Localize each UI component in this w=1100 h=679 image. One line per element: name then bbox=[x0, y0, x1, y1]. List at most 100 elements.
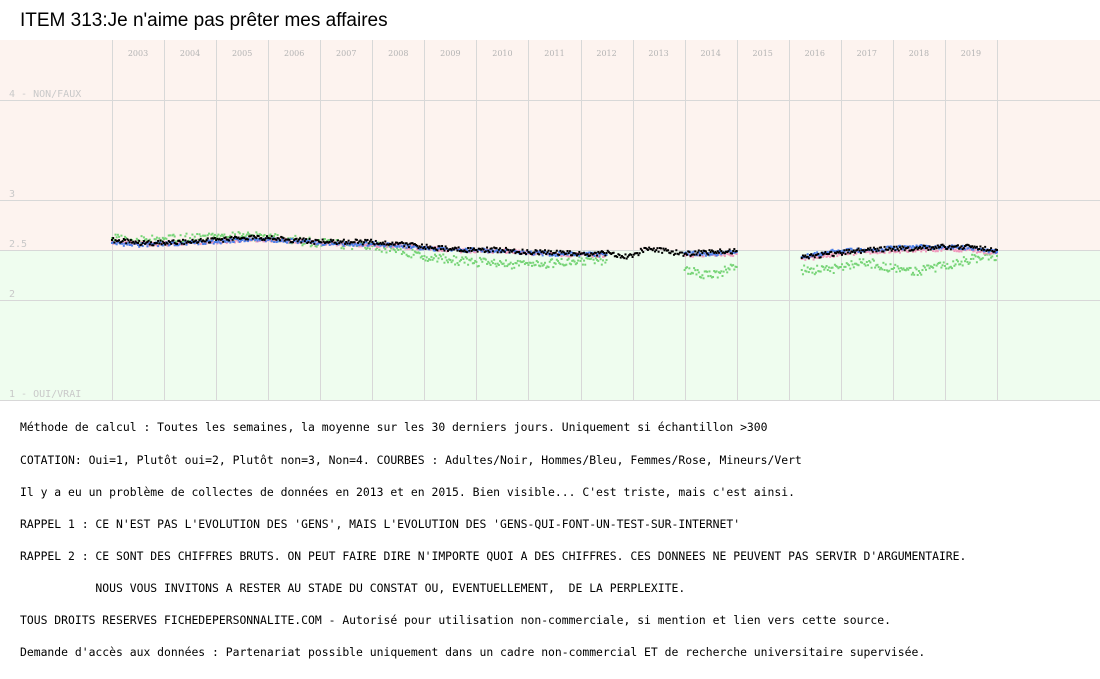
data-point-adultes bbox=[481, 247, 484, 250]
data-point-adultes bbox=[338, 242, 341, 245]
data-point-femmes bbox=[848, 252, 851, 255]
data-point-mineurs bbox=[473, 262, 476, 265]
data-point-adultes bbox=[286, 238, 289, 241]
data-point-femmes bbox=[404, 246, 407, 249]
data-point-femmes bbox=[551, 252, 554, 255]
data-point-hommes bbox=[560, 252, 563, 255]
data-point-adultes bbox=[901, 245, 904, 248]
data-point-mineurs bbox=[701, 274, 704, 277]
data-point-adultes bbox=[605, 252, 608, 254]
data-point-mineurs bbox=[538, 264, 541, 267]
data-point-adultes bbox=[888, 246, 891, 249]
data-point-femmes bbox=[546, 253, 549, 256]
data-point-hommes bbox=[185, 243, 188, 246]
data-point-adultes bbox=[439, 248, 442, 251]
data-point-hommes bbox=[328, 243, 331, 246]
data-point-mineurs bbox=[397, 249, 400, 251]
data-point-mineurs bbox=[415, 251, 418, 254]
data-point-hommes bbox=[941, 246, 944, 249]
data-point-mineurs bbox=[377, 241, 380, 244]
data-point-femmes bbox=[129, 240, 132, 243]
data-point-adultes bbox=[641, 249, 644, 252]
data-point-adultes bbox=[302, 237, 305, 240]
data-point-adultes bbox=[255, 237, 258, 240]
data-point-adultes bbox=[245, 238, 248, 241]
data-point-mineurs bbox=[835, 264, 838, 267]
data-point-mineurs bbox=[541, 264, 544, 267]
data-point-adultes bbox=[700, 250, 703, 253]
data-point-adultes bbox=[489, 247, 492, 250]
data-point-mineurs bbox=[708, 270, 711, 273]
data-point-hommes bbox=[215, 241, 218, 243]
data-point-femmes bbox=[469, 251, 472, 254]
data-point-adultes bbox=[982, 248, 985, 251]
data-point-hommes bbox=[234, 237, 237, 240]
data-point-hommes bbox=[302, 240, 305, 243]
data-point-femmes bbox=[896, 250, 899, 253]
data-point-mineurs bbox=[497, 263, 500, 266]
data-point-hommes bbox=[120, 242, 123, 245]
data-point-adultes bbox=[308, 237, 311, 240]
data-point-mineurs bbox=[712, 275, 715, 278]
data-point-hommes bbox=[263, 237, 266, 240]
data-point-adultes bbox=[678, 251, 681, 254]
data-point-adultes bbox=[497, 248, 500, 251]
data-point-mineurs bbox=[446, 261, 449, 264]
data-point-adultes bbox=[515, 251, 518, 254]
data-point-mineurs bbox=[400, 253, 403, 256]
data-point-hommes bbox=[946, 246, 949, 249]
data-point-mineurs bbox=[916, 273, 919, 276]
data-point-mineurs bbox=[171, 234, 174, 237]
data-point-adultes bbox=[168, 241, 171, 244]
note-copyright: TOUS DROITS RESERVES FICHEDEPERSONNALITE… bbox=[20, 612, 891, 627]
data-point-femmes bbox=[831, 252, 834, 255]
data-point-adultes bbox=[872, 246, 875, 249]
data-point-mineurs bbox=[979, 258, 982, 261]
data-point-adultes bbox=[803, 255, 806, 258]
data-point-femmes bbox=[151, 241, 154, 244]
data-point-adultes bbox=[454, 246, 457, 249]
data-point-adultes bbox=[701, 252, 704, 255]
data-point-adultes bbox=[554, 251, 557, 254]
data-point-hommes bbox=[878, 249, 881, 252]
data-point-adultes bbox=[677, 253, 680, 256]
data-point-adultes bbox=[217, 238, 220, 241]
data-point-mineurs bbox=[256, 233, 259, 236]
data-point-femmes bbox=[872, 250, 875, 253]
data-point-mineurs bbox=[533, 264, 536, 267]
data-point-mineurs bbox=[384, 248, 387, 251]
data-point-adultes bbox=[603, 251, 606, 254]
data-point-mineurs bbox=[872, 259, 875, 262]
data-point-adultes bbox=[642, 251, 645, 254]
data-point-adultes bbox=[251, 237, 254, 240]
data-point-adultes bbox=[221, 238, 224, 241]
data-point-adultes bbox=[480, 248, 483, 251]
data-point-hommes bbox=[422, 248, 425, 251]
data-point-hommes bbox=[544, 250, 547, 253]
data-point-adultes bbox=[948, 244, 951, 247]
data-point-mineurs bbox=[848, 264, 851, 267]
data-point-mineurs bbox=[952, 260, 955, 263]
y-tick-label-3: 3 bbox=[9, 189, 16, 200]
data-point-mineurs bbox=[310, 244, 313, 247]
data-point-hommes bbox=[462, 249, 465, 252]
data-point-femmes bbox=[856, 251, 859, 254]
data-point-adultes bbox=[697, 249, 700, 252]
data-point-mineurs bbox=[180, 240, 183, 243]
data-point-mineurs bbox=[555, 258, 558, 261]
data-point-mineurs bbox=[303, 242, 306, 245]
data-point-femmes bbox=[701, 255, 704, 258]
data-point-hommes bbox=[857, 250, 860, 253]
data-point-femmes bbox=[719, 253, 722, 256]
data-point-mineurs bbox=[309, 245, 312, 248]
data-point-adultes bbox=[619, 256, 622, 259]
data-point-adultes bbox=[907, 246, 910, 249]
data-point-mineurs bbox=[211, 232, 214, 235]
data-point-mineurs bbox=[902, 267, 905, 270]
data-point-adultes bbox=[213, 236, 216, 239]
data-point-hommes bbox=[184, 240, 187, 243]
data-point-hommes bbox=[465, 248, 468, 251]
data-point-adultes bbox=[443, 249, 446, 252]
data-point-adultes bbox=[557, 253, 560, 256]
data-point-mineurs bbox=[980, 257, 983, 260]
